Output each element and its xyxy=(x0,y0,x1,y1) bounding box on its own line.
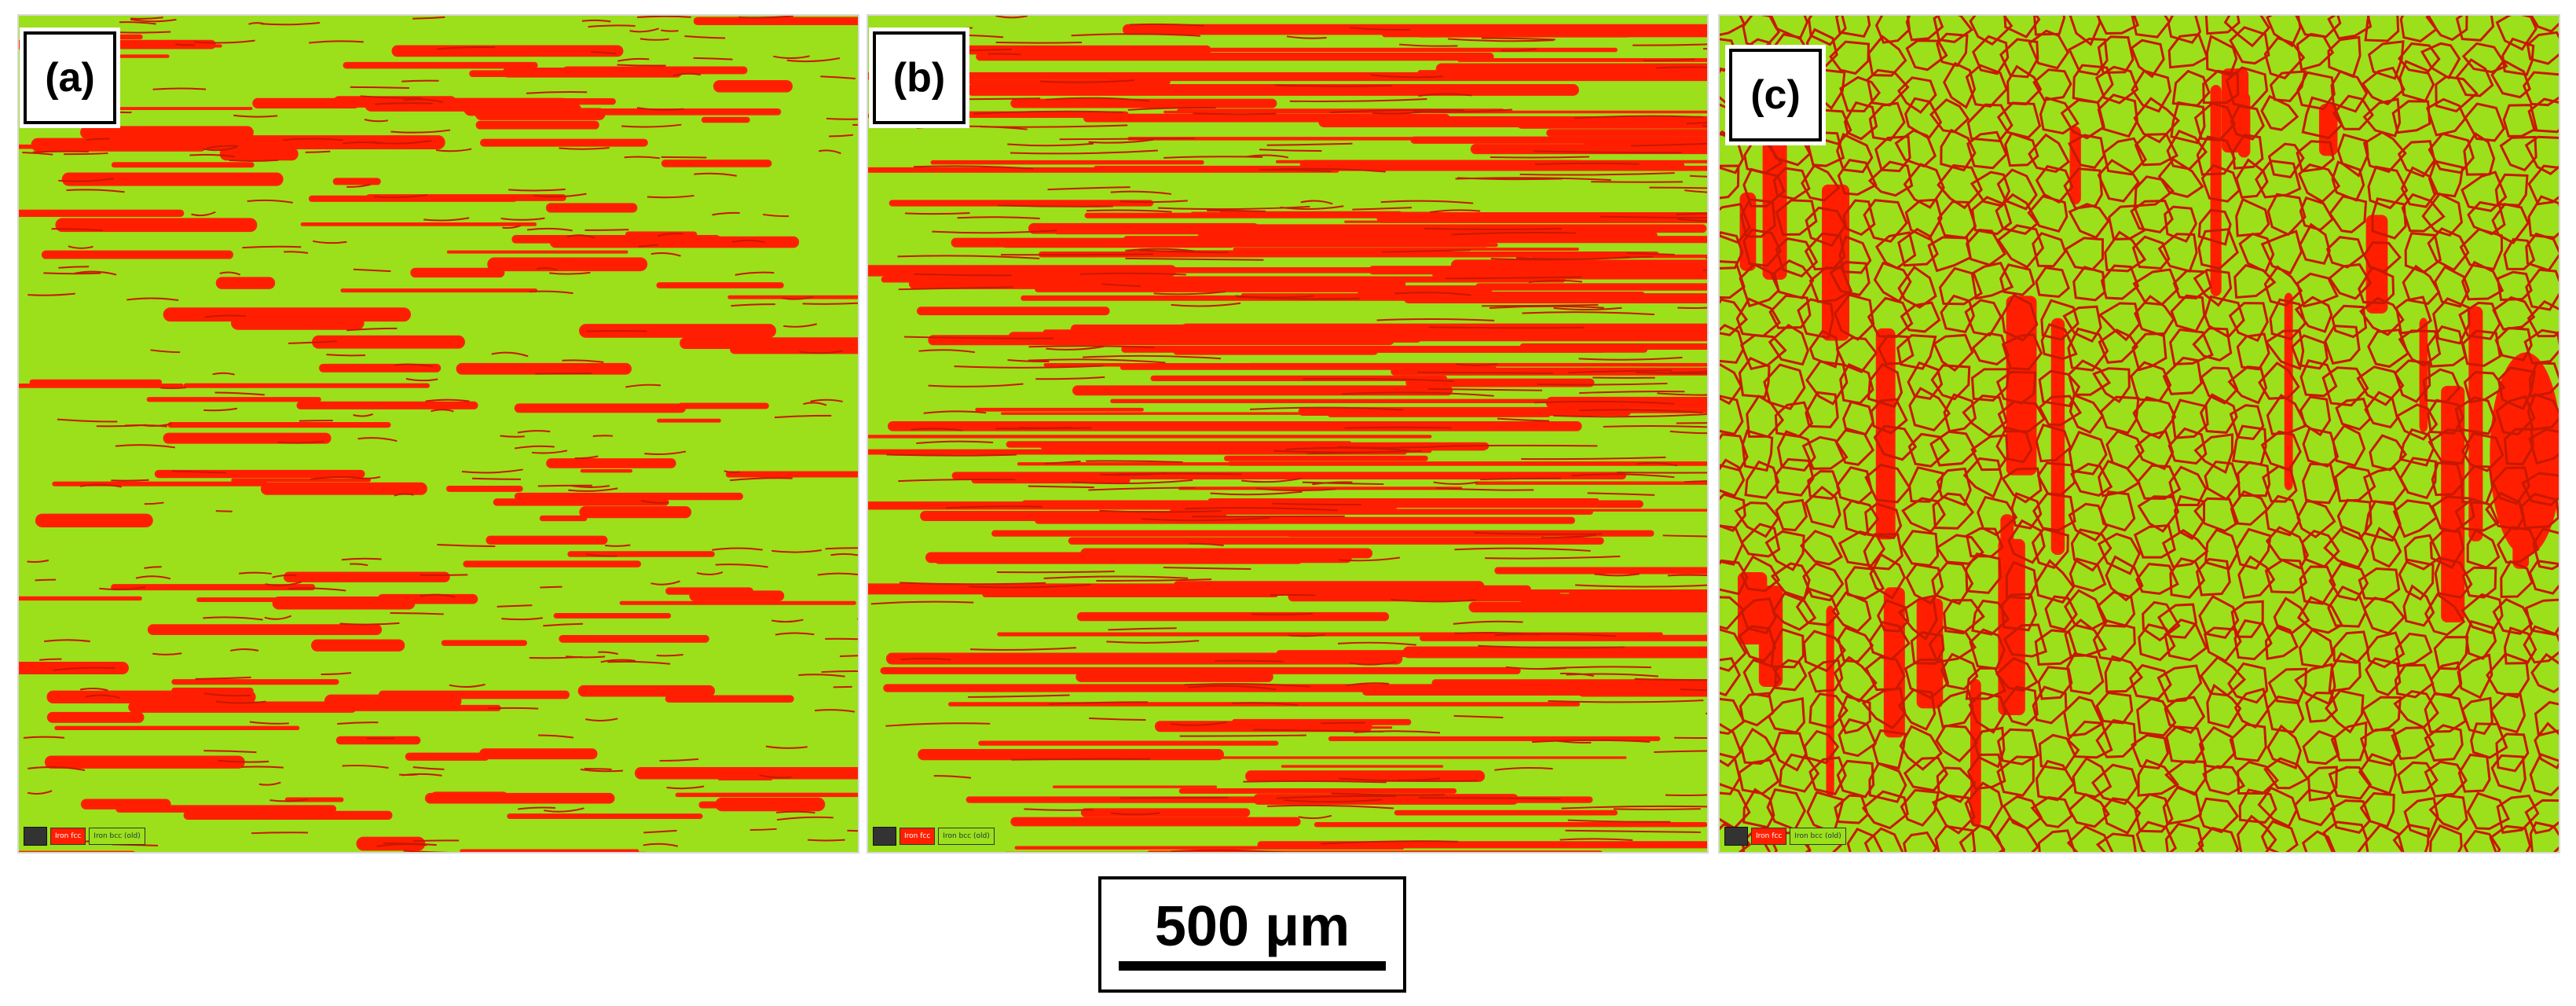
phase-map-image-b xyxy=(868,16,1707,852)
phase-legend-b: Iron fcc Iron bcc (old) xyxy=(873,827,995,846)
scale-bar-label: 500 μm xyxy=(1154,895,1350,958)
legend-phase-bcc: Iron bcc (old) xyxy=(89,828,145,845)
phase-map-image-a xyxy=(19,16,858,852)
phase-legend-c: Iron fcc Iron bcc (old) xyxy=(1724,827,1846,846)
legend-phase-bcc: Iron bcc (old) xyxy=(1790,828,1846,845)
phase-map-image-c xyxy=(1720,16,2559,852)
ebsd-map-panel-a: (a) Iron fcc Iron bcc (old) xyxy=(17,14,859,854)
ebsd-map-panel-c: (c) Iron fcc Iron bcc (old) xyxy=(1718,14,2560,854)
panel-label-a: (a) xyxy=(24,31,116,124)
legend-phase-bcc: Iron bcc (old) xyxy=(938,828,995,845)
legend-phase-fcc: Iron fcc xyxy=(1751,828,1787,845)
ebsd-map-panel-b: (b) Iron fcc Iron bcc (old) xyxy=(867,14,1709,854)
panel-label-b: (b) xyxy=(873,31,966,124)
panel-label-c: (c) xyxy=(1729,49,1822,141)
legend-phase-fcc: Iron fcc xyxy=(50,828,86,845)
map-thumbnail-icon xyxy=(873,827,896,846)
legend-phase-fcc: Iron fcc xyxy=(900,828,936,845)
map-thumbnail-icon xyxy=(1724,827,1748,846)
scale-bar-line xyxy=(1119,961,1386,971)
map-thumbnail-icon xyxy=(24,827,47,846)
scale-bar-box: 500 μm xyxy=(1098,876,1406,993)
phase-legend-a: Iron fcc Iron bcc (old) xyxy=(24,827,145,846)
